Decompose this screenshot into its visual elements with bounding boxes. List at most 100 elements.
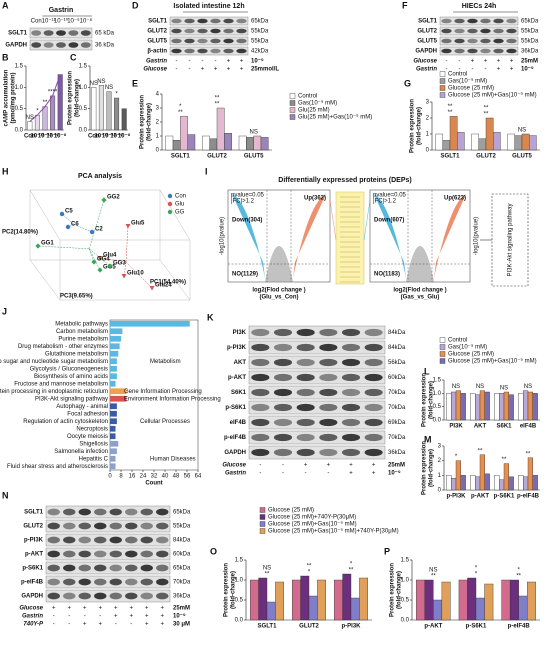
protein-band: [109, 550, 122, 558]
y-axis-label: (fold-change): [429, 381, 435, 419]
bar: [110, 425, 116, 432]
bar: [508, 476, 514, 491]
x-tick-label: GLUT5: [244, 154, 264, 160]
protein-band: [94, 508, 107, 516]
band-size: 36kDa: [173, 594, 191, 600]
panel-label: C: [70, 52, 77, 62]
x-tick-label: SGLT1: [441, 154, 461, 160]
protein-band: [506, 28, 517, 34]
bar: [475, 476, 481, 491]
protein-band: [94, 536, 107, 544]
protein-band: [273, 358, 293, 367]
link: [329, 199, 337, 241]
legend-label: Control: [448, 338, 467, 344]
band-size: 69kDa: [388, 420, 406, 426]
protein-band: [125, 536, 138, 544]
bar: [246, 137, 254, 151]
x-tick-label: p-AKT: [471, 494, 489, 500]
bar: [334, 579, 343, 621]
condition-mark: +: [327, 463, 331, 469]
bar: [523, 390, 529, 421]
significance: **: [484, 112, 489, 118]
condition-mark: +: [67, 606, 71, 612]
protein-band: [31, 30, 42, 36]
blot-band: [169, 46, 249, 56]
significance: *: [308, 570, 311, 576]
protein-band: [296, 373, 315, 382]
protein-band: [197, 48, 208, 54]
band-size: 55kDa: [521, 39, 539, 45]
blot-title: Isolated intestine 12h: [173, 3, 244, 10]
bar: [475, 394, 481, 421]
condition-mark: +: [160, 622, 164, 628]
protein-band: [454, 18, 465, 24]
condition-dose: 25mM: [521, 59, 538, 65]
condition-mark: +: [240, 59, 244, 65]
protein-band: [493, 48, 504, 54]
bar: [424, 579, 434, 621]
protein-band: [273, 328, 293, 337]
pca-point: [89, 229, 95, 235]
panel-label: L: [424, 366, 430, 376]
y-tick-label: 1.0: [433, 391, 442, 397]
protein-band: [251, 373, 270, 382]
protein-band: [109, 522, 122, 530]
protein-band: [223, 38, 234, 44]
blot-band: [439, 16, 519, 26]
condition-mark: -: [68, 614, 70, 620]
bar: [98, 84, 104, 131]
x-tick-label: GLUT2: [476, 154, 496, 160]
panel-label: P: [384, 546, 390, 556]
blot-band: [439, 36, 519, 46]
x-tick-label: 10⁻¹⁰: [38, 133, 53, 140]
blot-band: [45, 519, 171, 533]
condition-mark: -: [176, 67, 178, 73]
protein-band: [109, 592, 122, 600]
y-tick-label: 0.5: [401, 598, 410, 604]
protein-band: [156, 536, 169, 544]
x-tick-label: GLUT5: [512, 154, 532, 160]
legend-swatch: [289, 107, 296, 113]
x-axis-label: log2(Flod change ): [252, 288, 305, 294]
blot-title: Gastrin: [49, 7, 74, 14]
pca-axis-label: PC2(14.80%): [2, 230, 38, 236]
protein-band: [109, 578, 122, 586]
protein-name: SGLT1: [418, 19, 438, 25]
link: [363, 199, 371, 241]
protein-band: [78, 536, 91, 544]
condition-mark: -: [99, 614, 101, 620]
condition-name: Gastrin: [416, 67, 437, 73]
protein-band: [441, 38, 452, 44]
lane-label: 10⁻¹¹: [42, 19, 56, 25]
bar: [508, 394, 514, 421]
condition-mark: +: [160, 606, 164, 612]
protein-band: [171, 48, 182, 54]
significance: **: [43, 100, 48, 106]
panel-label: G: [404, 78, 411, 88]
protein-name: p-eIF4B: [224, 435, 247, 441]
significance: NS: [524, 384, 532, 390]
condition-mark: +: [497, 67, 501, 73]
bar: [446, 393, 452, 421]
protein-name: GLUT2: [147, 29, 167, 35]
significance: NS: [105, 85, 113, 91]
bar: [509, 579, 519, 621]
bar: [187, 134, 196, 151]
bar: [416, 579, 425, 621]
bar: [501, 579, 511, 621]
significance: ****: [48, 89, 58, 95]
band-size: 56kDa: [388, 360, 406, 366]
significance: **: [502, 457, 507, 463]
band-size: 70kDa: [388, 435, 406, 441]
significance: NS: [249, 130, 257, 136]
significance: *: [475, 566, 478, 572]
up-cloud: [434, 194, 466, 278]
pca-point: [101, 197, 107, 203]
bar: [523, 476, 529, 491]
protein-band: [140, 592, 153, 600]
bar: [521, 133, 530, 151]
protein-band: [125, 578, 138, 586]
bar: [110, 358, 117, 365]
down-cloud: [232, 194, 265, 278]
legend-label: Gas(10⁻⁹ mM): [448, 78, 487, 85]
